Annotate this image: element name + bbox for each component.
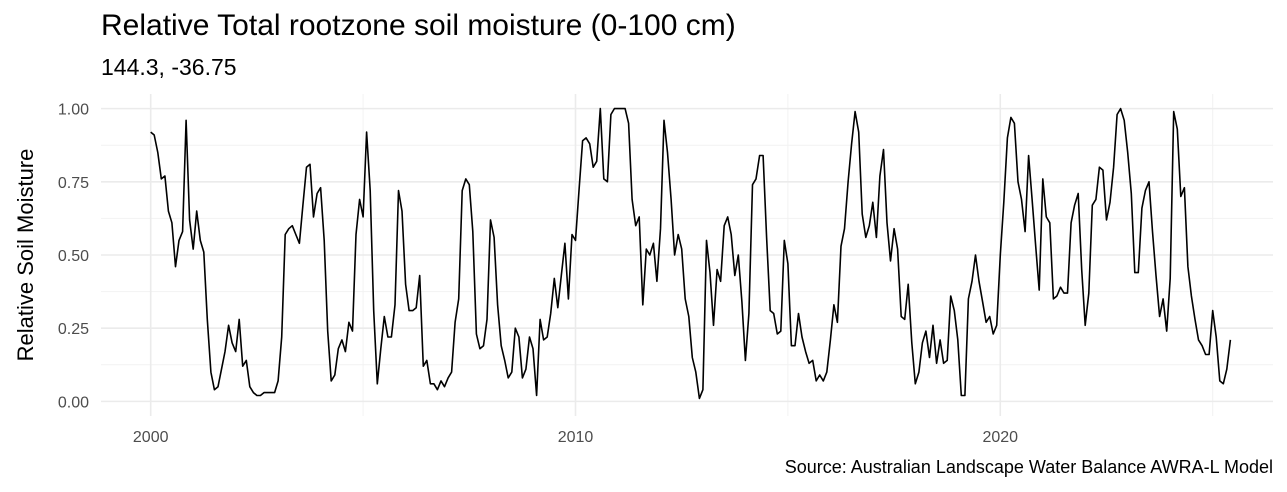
chart-subtitle: 144.3, -36.75 bbox=[101, 54, 237, 80]
series-line bbox=[150, 107, 1232, 400]
y-axis-ticks: 0.00 0.25 0.50 0.75 1.00 bbox=[58, 102, 89, 412]
major-gridlines bbox=[101, 94, 1273, 416]
y-tick-label: 0.50 bbox=[58, 248, 89, 265]
chart-caption: Source: Australian Landscape Water Balan… bbox=[784, 457, 1273, 477]
x-tick-label: 2020 bbox=[982, 429, 1018, 446]
x-tick-label: 2000 bbox=[133, 429, 169, 446]
series-group bbox=[150, 107, 1232, 400]
y-tick-label: 0.00 bbox=[58, 394, 89, 411]
y-axis-label: Relative Soil Moisture bbox=[13, 149, 38, 362]
y-tick-label: 1.00 bbox=[58, 102, 89, 119]
x-tick-label: 2010 bbox=[558, 429, 594, 446]
y-tick-label: 0.25 bbox=[58, 321, 89, 338]
chart-title: Relative Total rootzone soil moisture (0… bbox=[101, 9, 736, 42]
y-tick-label: 0.75 bbox=[58, 175, 89, 192]
x-axis-ticks: 2000 2010 2020 bbox=[133, 429, 1018, 446]
